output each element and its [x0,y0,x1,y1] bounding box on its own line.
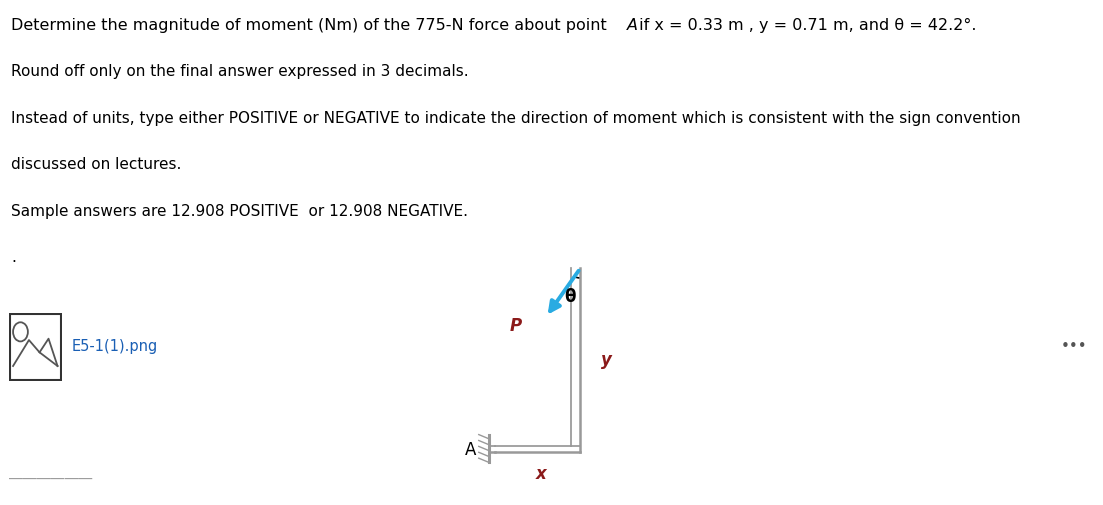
Text: E5-1(1).png: E5-1(1).png [72,338,158,353]
Text: ――――――: ―――――― [9,472,92,486]
Text: x: x [536,464,546,482]
Text: Sample answers are 12.908 POSITIVE  or 12.908 NEGATIVE.: Sample answers are 12.908 POSITIVE or 12… [11,204,468,219]
Text: discussed on lectures.: discussed on lectures. [11,157,181,172]
Text: P: P [510,317,522,335]
Text: θ: θ [565,287,576,305]
Text: A: A [627,18,638,33]
Text: .: . [11,250,15,265]
Text: Instead of units, type either POSITIVE or NEGATIVE to indicate the direction of : Instead of units, type either POSITIVE o… [11,111,1020,126]
Text: if x = 0.33 m , y = 0.71 m, and θ = 42.2°.: if x = 0.33 m , y = 0.71 m, and θ = 42.2… [634,18,977,33]
Text: •••: ••• [1061,338,1088,353]
Text: A: A [464,440,476,458]
Text: Round off only on the final answer expressed in 3 decimals.: Round off only on the final answer expre… [11,64,469,79]
Text: Determine the magnitude of moment (Nm) of the 775-N force about point: Determine the magnitude of moment (Nm) o… [11,18,612,33]
Text: y: y [601,350,612,368]
